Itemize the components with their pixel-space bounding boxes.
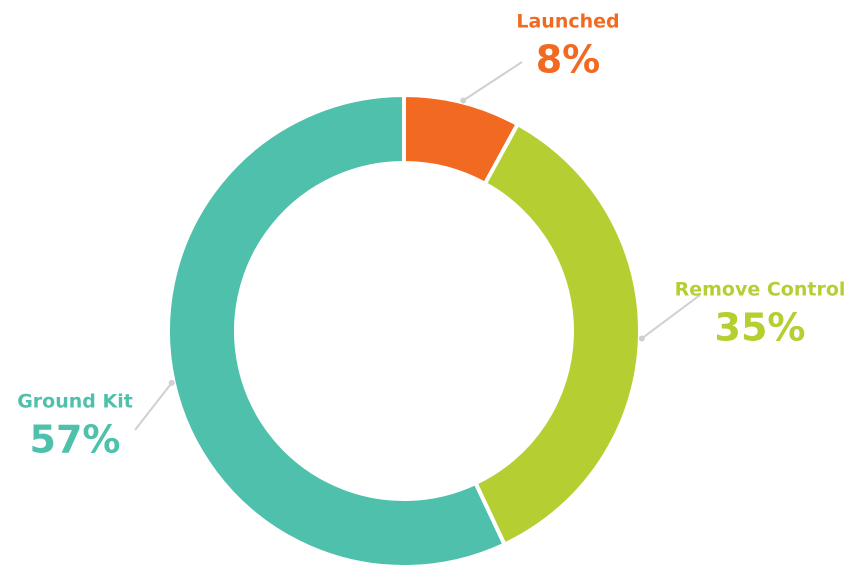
leader-line <box>641 294 701 340</box>
segment-value-label: 35% <box>715 306 806 350</box>
segment-value-label: 8% <box>536 38 601 82</box>
segment-label: Remove Control <box>675 279 846 301</box>
leader-line <box>462 61 523 102</box>
leader-line <box>134 382 173 431</box>
leader-dot <box>168 379 175 386</box>
leader-dot <box>638 335 645 342</box>
segment-label: Launched <box>516 11 619 33</box>
segment-value-label: 57% <box>30 418 121 462</box>
segment-label: Ground Kit <box>17 391 133 413</box>
donut-segment <box>472 121 642 548</box>
leader-dot <box>460 97 467 104</box>
donut-segment <box>166 92 508 565</box>
